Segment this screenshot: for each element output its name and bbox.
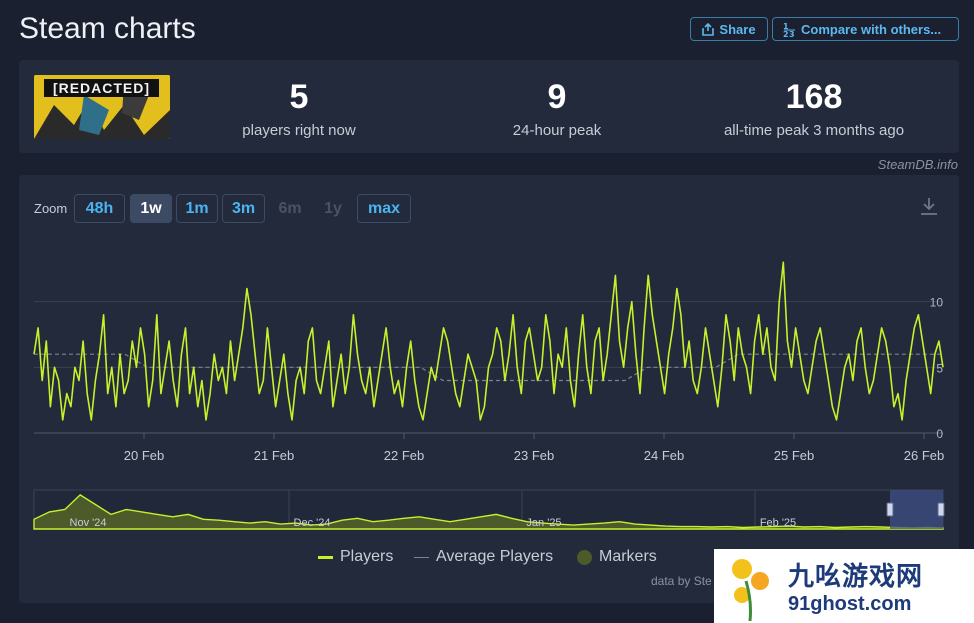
navigator-area-players xyxy=(33,494,944,530)
download-icon[interactable] xyxy=(919,196,939,216)
zoom-button-48h[interactable]: 48h xyxy=(74,194,125,223)
x-tick-label-2: 22 Feb xyxy=(384,448,424,463)
legend-item-average[interactable]: Average Players xyxy=(414,548,553,566)
svg-text:3: 3 xyxy=(789,30,795,37)
stat-current-value: 5 xyxy=(289,78,309,116)
navigator-handle-left[interactable] xyxy=(886,502,894,517)
compare-label: Compare with others... xyxy=(801,21,942,37)
svg-text:1: 1 xyxy=(783,22,789,31)
navigator-tick-label-0: Nov '24 xyxy=(70,517,107,529)
x-tick-label-3: 23 Feb xyxy=(514,448,554,463)
legend: Players Average Players Markers xyxy=(0,548,974,570)
share-button[interactable]: Share xyxy=(690,17,768,41)
zoom-button-6m: 6m xyxy=(278,199,302,217)
legend-item-players[interactable]: Players xyxy=(318,548,393,566)
data-source: data by Ste xyxy=(651,574,712,588)
zoom-button-1y: 1y xyxy=(324,199,342,217)
game-image-text: [REDACTED] xyxy=(52,80,151,96)
stat-24h-peak: 9 24-hour peak xyxy=(447,78,667,139)
navigator-selection xyxy=(890,490,943,529)
zoom-button-3m[interactable]: 3m xyxy=(222,194,265,223)
stat-all-time-peak-label: all-time peak 3 months ago xyxy=(723,122,905,139)
legend-markers-swatch xyxy=(577,549,592,565)
x-tick-label-1: 21 Feb xyxy=(254,448,294,463)
series-line-players xyxy=(33,261,944,421)
stat-current-label: players right now xyxy=(242,122,356,139)
chart-card xyxy=(19,175,959,603)
navigator-tick-label-2: Jan '25 xyxy=(526,517,561,529)
x-tick-label-5: 25 Feb xyxy=(774,448,814,463)
y-tick-label-5: 5 xyxy=(936,361,943,375)
series-line-average-players xyxy=(34,353,943,382)
zoom-button-1m[interactable]: 1m xyxy=(176,194,218,223)
share-label: Share xyxy=(719,21,756,37)
legend-players-label: Players xyxy=(340,548,394,565)
share-icon xyxy=(702,22,715,36)
game-thumbnail[interactable]: [REDACTED] xyxy=(34,75,170,139)
legend-markers-label: Markers xyxy=(599,548,657,565)
page-title: Steam charts xyxy=(19,12,196,45)
x-tick-label-6: 26 Feb xyxy=(904,448,944,463)
legend-players-swatch xyxy=(318,555,333,559)
watermark: 九吆游戏网 91ghost.com xyxy=(714,549,974,623)
compare-icon: 1 2 3 xyxy=(783,22,795,37)
stat-all-time-peak: 168 all-time peak 3 months ago xyxy=(704,78,924,139)
legend-item-markers[interactable]: Markers xyxy=(577,548,657,566)
navigator-tick-label-1: Dec '24 xyxy=(294,517,331,529)
stat-all-time-peak-value: 168 xyxy=(785,78,843,116)
zoom-button-1w[interactable]: 1w xyxy=(130,194,172,223)
y-tick-label-10: 10 xyxy=(930,296,944,310)
watermark-url: 91ghost.com xyxy=(788,593,912,615)
x-tick-label-0: 20 Feb xyxy=(124,448,164,463)
zoom-label: Zoom xyxy=(34,201,68,216)
zoom-button-max[interactable]: max xyxy=(357,194,411,223)
y-tick-label-0: 0 xyxy=(936,427,943,441)
flower-logo xyxy=(732,559,769,621)
stat-24h-peak-label: 24-hour peak xyxy=(512,122,602,139)
navigator-handle-right[interactable] xyxy=(937,502,945,517)
stats-card xyxy=(19,60,959,153)
compare-button[interactable]: 1 2 3 Compare with others... xyxy=(772,17,959,41)
legend-average-swatch xyxy=(414,556,429,558)
stat-current: 5 players right now xyxy=(189,78,409,139)
x-tick-label-4: 24 Feb xyxy=(644,448,684,463)
stat-24h-peak-value: 9 xyxy=(547,78,567,116)
legend-average-label: Average Players xyxy=(436,548,554,565)
watermark-title: 九吆游戏网 xyxy=(788,561,924,591)
navigator-tick-label-3: Feb '25 xyxy=(760,517,796,529)
svg-text:2: 2 xyxy=(783,30,789,37)
steamdb-credit[interactable]: SteamDB.info xyxy=(877,157,958,172)
